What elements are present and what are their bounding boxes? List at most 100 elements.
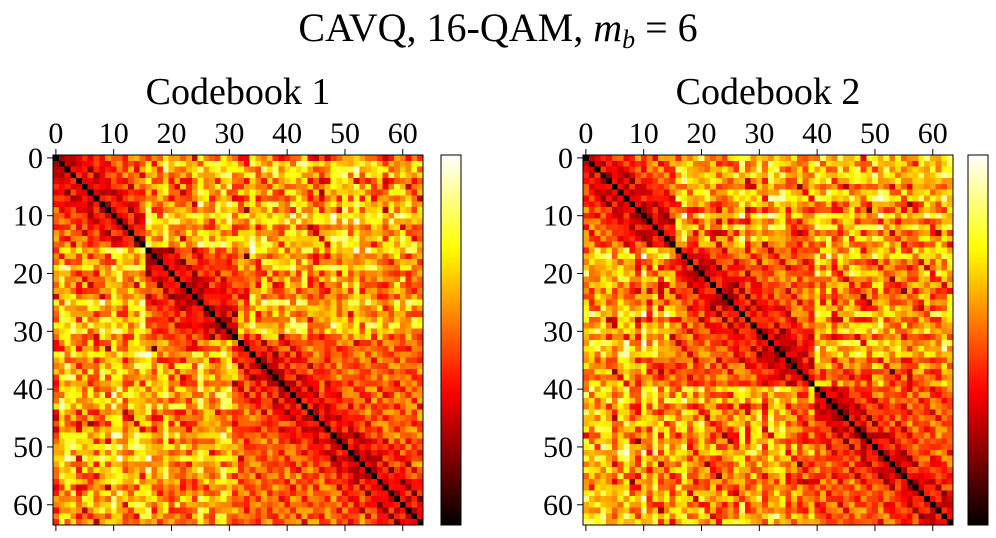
heatmap-cell: [174, 392, 181, 399]
heatmap-cell: [266, 374, 274, 382]
heatmap-cell: [301, 386, 308, 393]
heatmap-cell: [594, 207, 601, 214]
heatmap-cell: [290, 432, 297, 439]
heatmap-cell: [324, 178, 332, 185]
heatmap-cell: [64, 235, 71, 243]
heatmap-cell: [232, 438, 239, 445]
heatmap-cell: [93, 212, 100, 220]
heatmap-cell: [93, 224, 100, 231]
heatmap-cell: [87, 420, 95, 428]
heatmap-cell: [347, 467, 355, 474]
heatmap-cell: [197, 259, 204, 266]
heatmap-cell: [417, 189, 424, 197]
heatmap-cell: [935, 212, 943, 220]
heatmap-cell: [122, 444, 129, 451]
heatmap-cell: [81, 172, 89, 179]
heatmap-cell: [162, 513, 170, 520]
heatmap-cell: [191, 444, 199, 451]
heatmap-cell: [382, 201, 389, 208]
heatmap-cell: [382, 403, 389, 410]
heatmap-cell: [290, 224, 297, 231]
heatmap-cell: [185, 166, 193, 173]
heatmap-cell: [191, 241, 199, 249]
heatmap-cell: [110, 403, 118, 410]
heatmap-cell: [232, 201, 239, 208]
heatmap-cell: [889, 172, 896, 179]
heatmap-cell: [376, 195, 384, 202]
heatmap-cell: [687, 230, 694, 237]
heatmap-cell: [162, 328, 170, 335]
heatmap-cell: [139, 328, 147, 335]
heatmap-cell: [203, 293, 210, 301]
heatmap-cell: [139, 484, 147, 491]
heatmap-cell: [105, 270, 112, 278]
heatmap-cell: [313, 340, 320, 347]
heatmap-cell: [295, 293, 303, 301]
heatmap-cell: [272, 264, 280, 272]
heatmap-cell: [249, 287, 256, 295]
heatmap-cell: [185, 328, 193, 335]
heatmap-cell: [382, 195, 389, 202]
heatmap-cell: [324, 374, 332, 382]
heatmap-cell: [698, 230, 706, 237]
heatmap-cell: [417, 345, 424, 353]
heatmap-cell: [145, 426, 152, 434]
heatmap-cell: [261, 189, 268, 197]
heatmap-cell: [370, 409, 378, 416]
heatmap-cell: [417, 328, 424, 335]
heatmap-cell: [405, 299, 413, 306]
heatmap-cell: [698, 195, 706, 202]
heatmap-cell: [162, 478, 170, 486]
heatmap-cell: [370, 392, 378, 399]
heatmap-cell: [417, 519, 424, 526]
heatmap-cell: [232, 392, 239, 399]
heatmap-cell: [924, 155, 931, 162]
heatmap-cell: [388, 322, 395, 330]
heatmap-cell: [174, 386, 181, 393]
heatmap-cell: [203, 282, 210, 289]
heatmap-cell: [640, 230, 648, 237]
heatmap-cell: [756, 166, 763, 173]
heatmap-cell: [139, 172, 147, 179]
heatmap-cell: [635, 224, 642, 231]
heatmap-cell: [81, 357, 89, 364]
heatmap-cell: [336, 420, 343, 428]
heatmap-cell: [238, 264, 245, 272]
heatmap-cell: [342, 155, 349, 162]
heatmap-cell: [185, 340, 193, 347]
heatmap-cell: [203, 386, 210, 393]
heatmap-cell: [122, 218, 129, 225]
heatmap-cell: [133, 368, 141, 376]
heatmap-cell: [825, 218, 833, 225]
heatmap-cell: [58, 368, 66, 376]
heatmap-cell: [295, 276, 303, 283]
heatmap-cell: [105, 478, 112, 486]
heatmap-cell: [243, 235, 251, 243]
heatmap-cell: [388, 403, 395, 410]
heatmap-cell: [209, 467, 216, 474]
heatmap-cell: [266, 316, 274, 324]
heatmap-cell: [128, 380, 135, 387]
heatmap-cell: [382, 207, 389, 214]
heatmap-cell: [606, 230, 613, 237]
heatmap-cell: [336, 380, 343, 387]
heatmap-cell: [342, 415, 349, 422]
heatmap-cell: [307, 409, 314, 416]
heatmap-cell: [623, 155, 630, 162]
heatmap-cell: [388, 328, 395, 335]
heatmap-cell: [93, 264, 100, 272]
heatmap-cell: [191, 160, 199, 168]
heatmap-cell: [93, 230, 100, 237]
heatmap-cell: [773, 155, 781, 162]
heatmap-cell: [76, 247, 83, 254]
heatmap-cell: [191, 409, 199, 416]
heatmap-cell: [243, 415, 251, 422]
heatmap-cell: [99, 282, 106, 289]
heatmap-cell: [105, 455, 112, 463]
heatmap-cell: [669, 224, 677, 231]
heatmap-cell: [110, 322, 118, 330]
heatmap-cell: [635, 166, 642, 173]
heatmap-cell: [600, 230, 607, 237]
heatmap-cell: [272, 334, 280, 341]
heatmap-cell: [611, 172, 619, 179]
